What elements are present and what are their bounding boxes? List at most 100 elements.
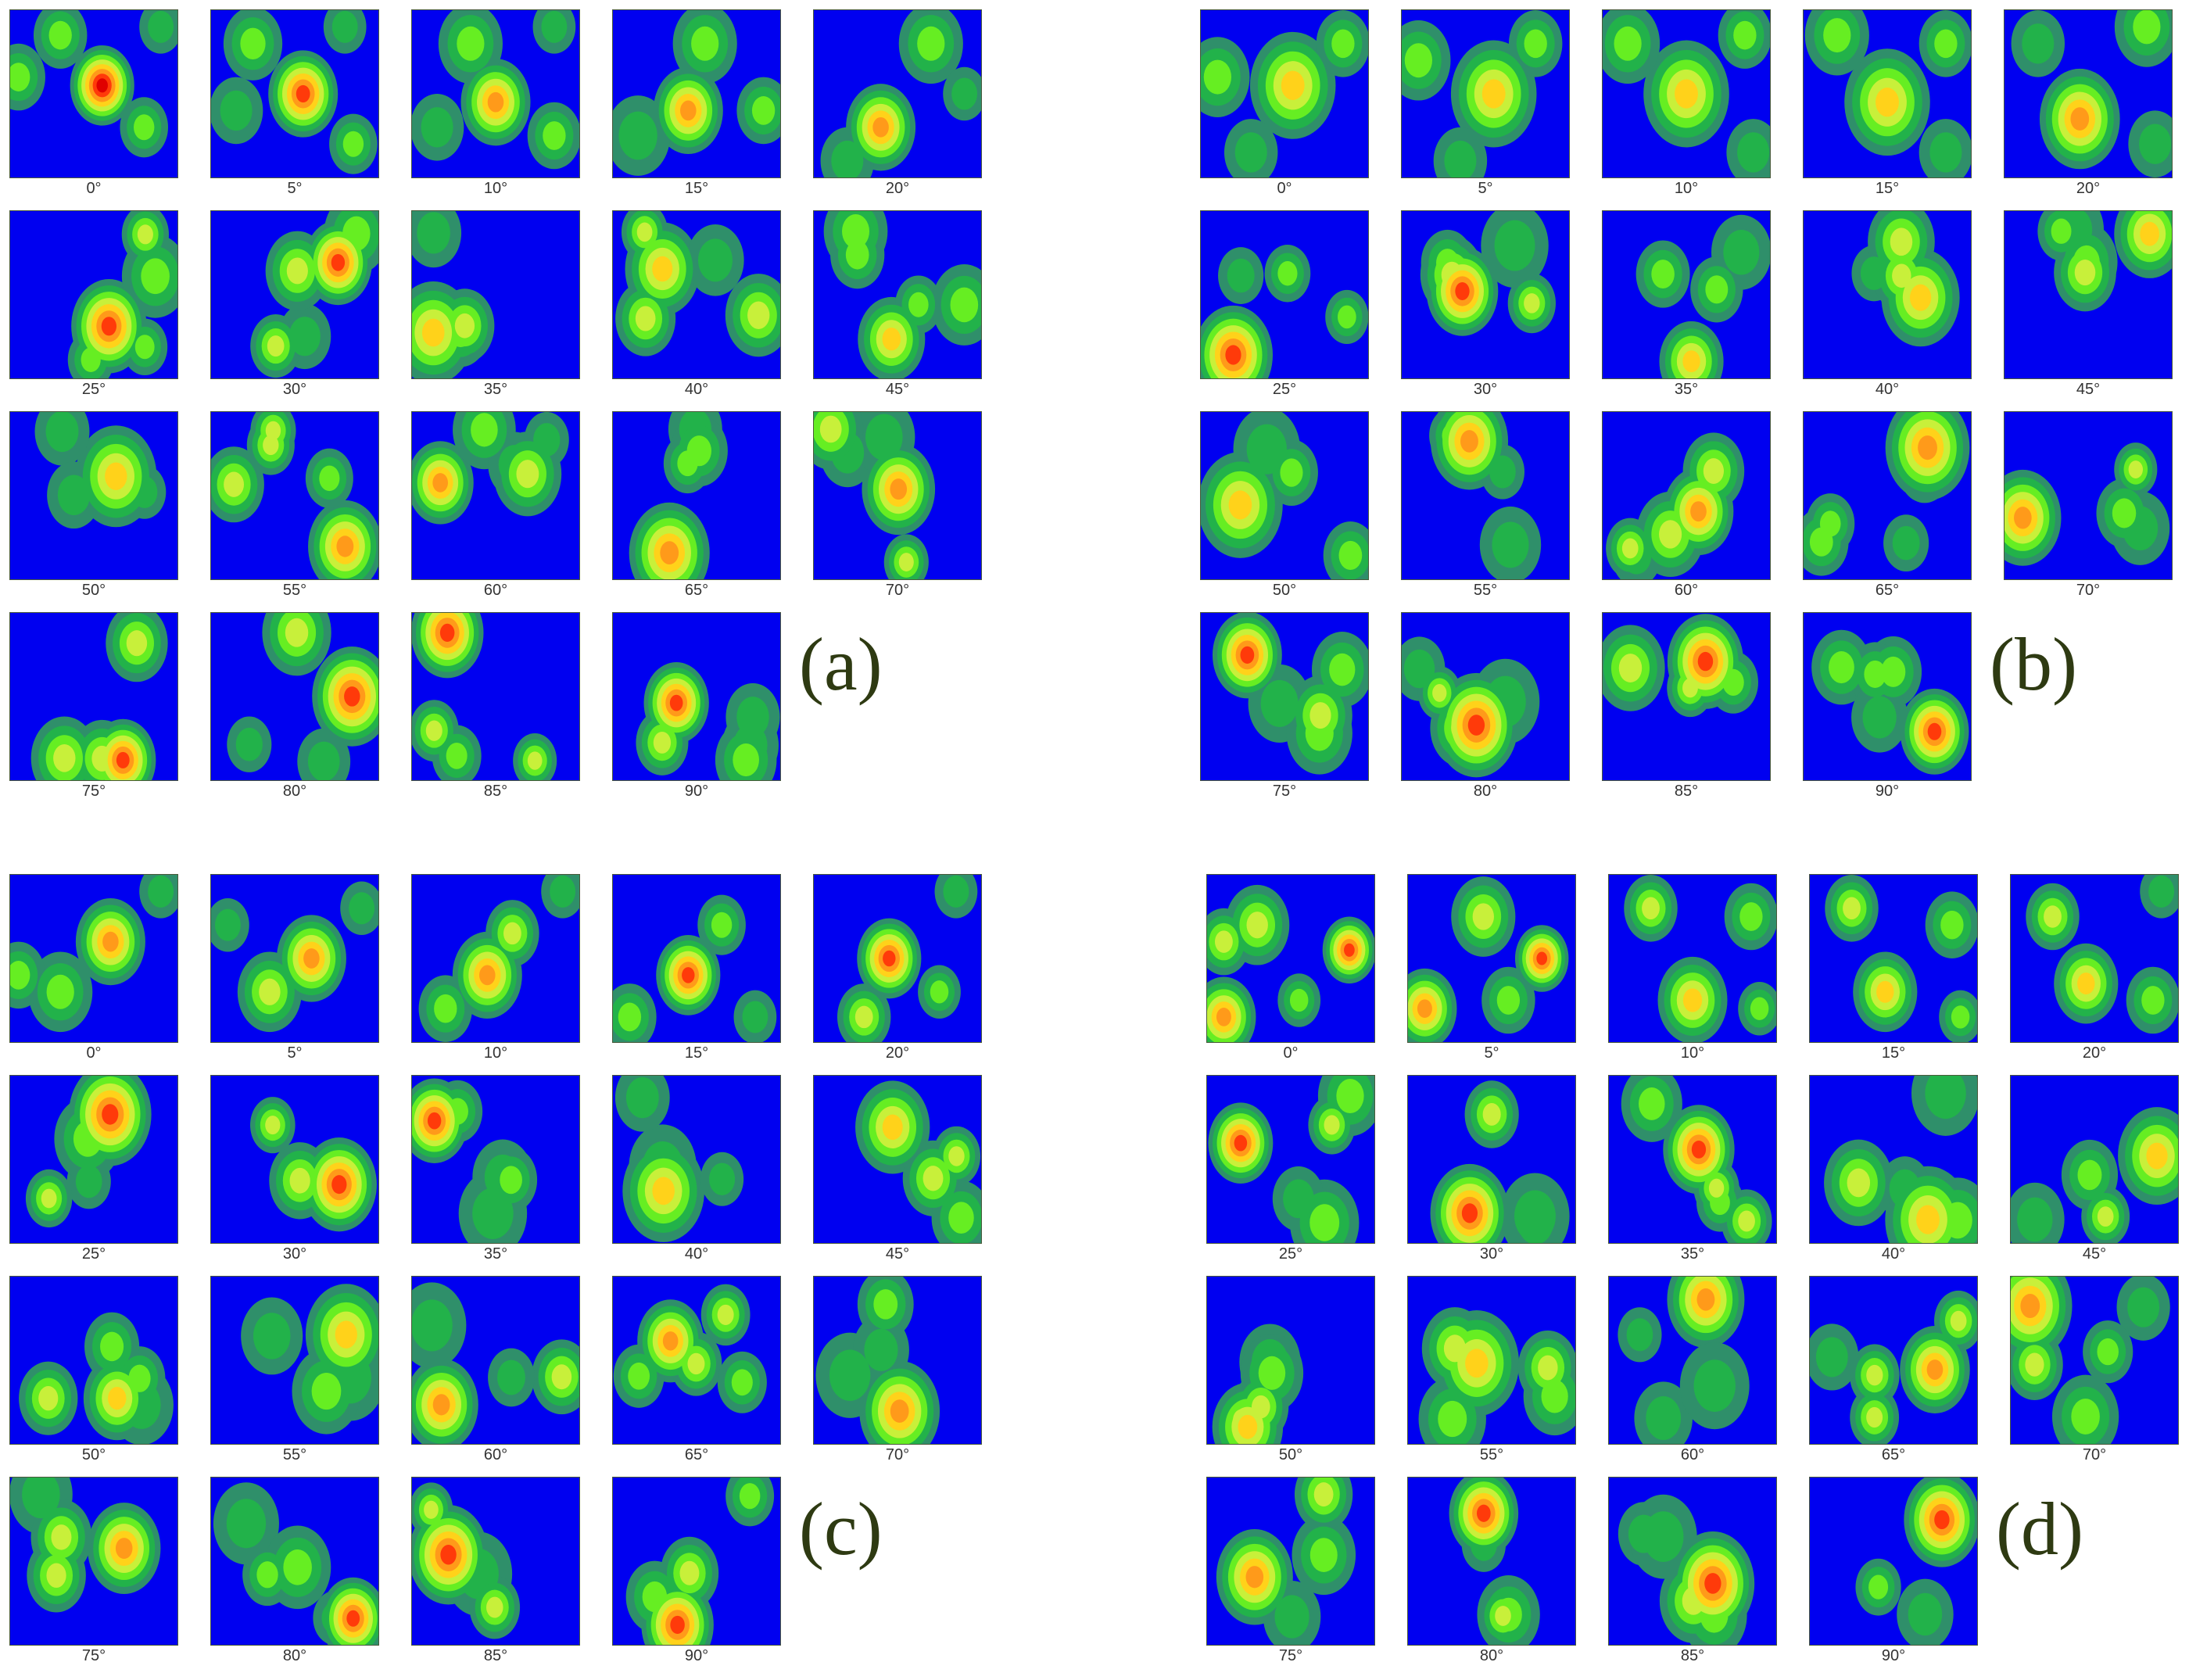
heatmap-tile <box>612 411 781 580</box>
contour-level <box>527 751 543 770</box>
contour-level <box>1404 43 1433 78</box>
contour-level <box>1643 1511 1684 1563</box>
angle-caption: 0° <box>86 180 102 197</box>
heatmap-tile <box>9 9 178 178</box>
contour-level <box>102 1104 119 1125</box>
contour-level <box>1621 538 1639 559</box>
contour-level <box>2148 875 2175 908</box>
heatmap-tile <box>9 1075 178 1244</box>
contour-level <box>434 994 457 1023</box>
heatmap-tile <box>1803 411 1972 580</box>
angle-caption: 25° <box>1272 381 1297 398</box>
contour-level <box>425 720 442 741</box>
contour-level <box>1482 1103 1501 1126</box>
heatmap-tile <box>2010 1276 2179 1445</box>
heatmap-contours <box>1810 1277 1977 1444</box>
heatmap-tile <box>813 411 982 580</box>
contour-level <box>1338 540 1363 571</box>
contour-level <box>1823 18 1851 53</box>
heatmap-tile <box>2004 411 2173 580</box>
contour-level <box>829 1349 871 1402</box>
contour-level <box>283 1549 312 1585</box>
contour-level <box>662 1331 679 1351</box>
angle-caption: 15° <box>684 1044 709 1062</box>
heatmap-tile <box>9 1276 178 1445</box>
heatmap-contours <box>613 613 780 780</box>
heatmap-contours <box>1402 211 1569 378</box>
contour-level <box>1455 282 1470 300</box>
angle-caption: 5° <box>1478 180 1493 197</box>
contour-level <box>224 471 245 497</box>
contour-level <box>898 553 914 571</box>
heatmap-contours <box>1609 1076 1776 1243</box>
contour-level <box>253 1313 291 1359</box>
heatmap-tile <box>411 9 580 178</box>
contour-level <box>890 1399 909 1423</box>
contour-level <box>516 460 539 489</box>
heatmap-contours <box>613 875 780 1042</box>
contour-level <box>331 253 346 271</box>
contour-level <box>1274 1595 1309 1639</box>
heatmap-contours <box>412 412 579 579</box>
contour-level <box>427 1112 442 1130</box>
contour-level <box>636 222 653 242</box>
heatmap-contours <box>1810 1076 1977 1243</box>
contour-level <box>2017 1197 2053 1242</box>
contour-level <box>1737 132 1770 173</box>
heatmap-contours <box>412 875 579 1042</box>
contour-level <box>1227 258 1255 293</box>
contour-level <box>882 328 901 351</box>
contour-level <box>421 318 445 347</box>
contour-level <box>1476 1504 1491 1522</box>
angle-caption: 70° <box>885 582 910 599</box>
angle-caption: 15° <box>1881 1044 1906 1062</box>
contour-level <box>618 111 657 160</box>
heatmap-contours <box>2011 1277 2178 1444</box>
contour-level <box>289 1167 310 1194</box>
contour-level <box>1329 653 1356 686</box>
heatmap-tile <box>1602 210 1771 379</box>
angle-caption: 40° <box>1881 1245 1906 1263</box>
heatmap-contours <box>2004 211 2172 378</box>
heatmap-tile <box>1803 612 1972 781</box>
heatmap-contours <box>1804 10 1971 177</box>
contour-level <box>642 1581 668 1613</box>
heatmap-tile <box>1407 1276 1576 1445</box>
contour-level <box>148 10 174 43</box>
contour-level <box>2127 1287 2160 1327</box>
contour-level <box>747 301 770 329</box>
angle-caption: 10° <box>483 1044 508 1062</box>
contour-level <box>543 121 566 150</box>
contour-level <box>1693 1359 1736 1412</box>
contour-level <box>2074 259 2096 286</box>
contour-level <box>883 950 896 967</box>
contour-level <box>1203 59 1232 95</box>
heatmap-contours <box>10 412 177 579</box>
heatmap-contours <box>2011 1076 2178 1243</box>
contour-level <box>923 1166 944 1191</box>
contour-level <box>108 1386 127 1410</box>
heatmap-contours <box>1207 1478 1374 1645</box>
contour-level <box>2133 10 2161 45</box>
angle-caption: 40° <box>684 1245 709 1263</box>
contour-level <box>1750 997 1769 1020</box>
contour-level <box>2022 23 2055 64</box>
heatmap-contours <box>1810 875 1977 1042</box>
contour-level <box>2097 1338 2119 1366</box>
contour-level <box>1722 668 1744 696</box>
contour-level <box>1524 293 1540 313</box>
contour-level <box>115 1538 133 1560</box>
heatmap-tile <box>1200 9 1369 178</box>
contour-level <box>1927 722 1942 740</box>
contour-level <box>1646 1396 1682 1440</box>
heatmap-tile <box>1407 1477 1576 1646</box>
contour-level <box>235 727 263 761</box>
heatmap-contours <box>814 10 981 177</box>
contour-level <box>1331 29 1355 59</box>
angle-caption: 50° <box>1278 1446 1303 1463</box>
angle-caption: 45° <box>885 1245 910 1263</box>
contour-level <box>1682 678 1698 698</box>
heatmap-tile <box>9 210 178 379</box>
contour-level <box>733 743 759 777</box>
heatmap-contours <box>1609 1478 1776 1645</box>
